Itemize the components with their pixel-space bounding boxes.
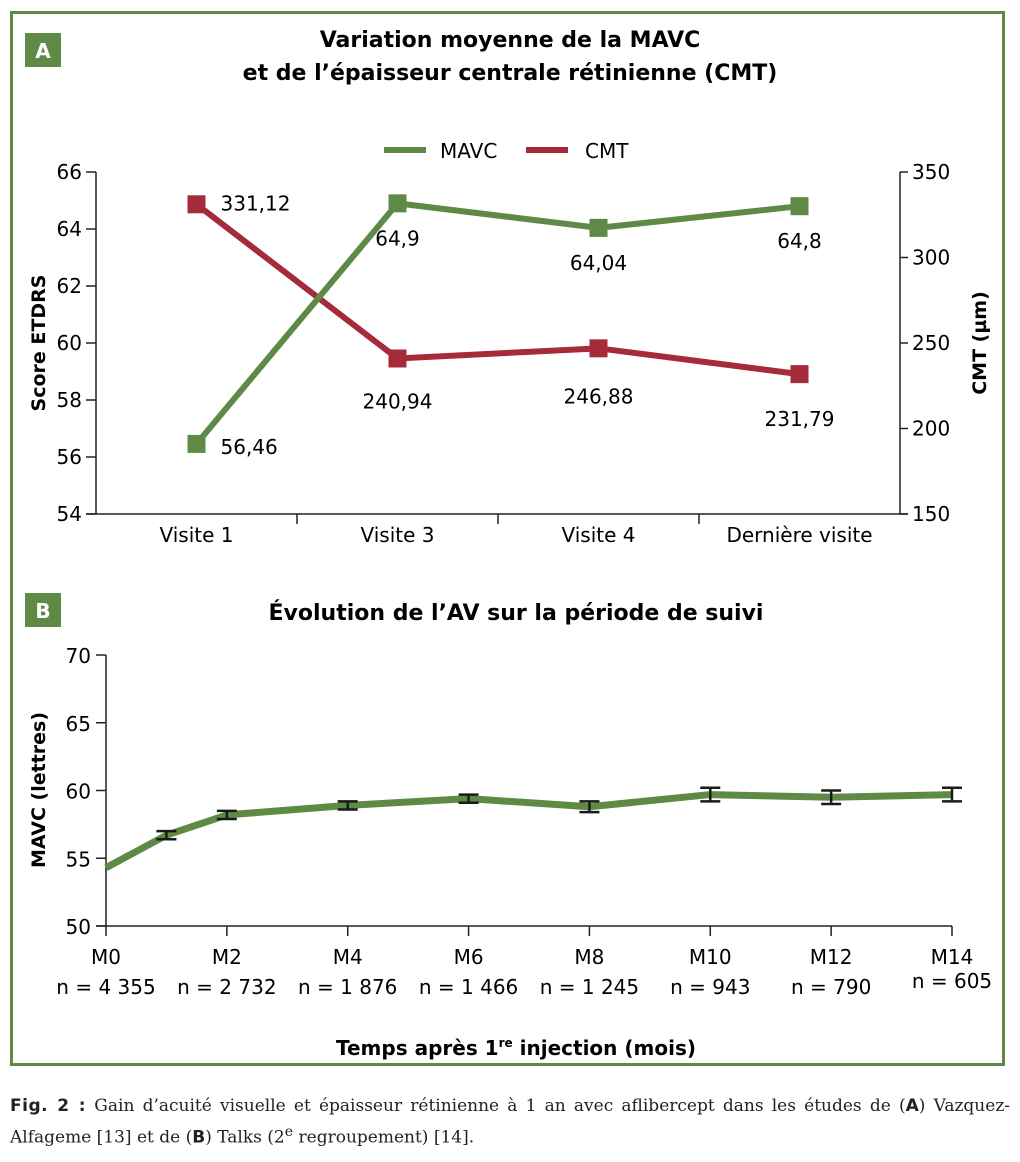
caption-a: A (905, 1096, 919, 1116)
x-tick-n-label: n = 2 732 (177, 975, 276, 999)
x-tick-n-label: n = 1 876 (298, 975, 397, 999)
x-tick-n-label: n = 1 245 (540, 975, 639, 999)
chart-a-y2-axis-title: CMT (µm) (969, 291, 991, 395)
mavc-point (790, 197, 809, 216)
chart-b-title: Évolution de l’AV sur la période de suiv… (269, 600, 764, 626)
mavc-point (187, 434, 206, 453)
x-tick-label: M2 (212, 945, 242, 969)
y-tick-label: 58 (57, 388, 82, 412)
x-tick-label: Dernière visite (726, 523, 872, 547)
x-tick-label: M14 (931, 945, 974, 969)
x-tick-n-label: n = 1 466 (419, 975, 518, 999)
mavc-data-label: 56,46 (221, 435, 278, 459)
caption-text-line1: Gain d’acuité visuelle et épaisseur réti… (86, 1096, 891, 1116)
chart-a-marks: 56,46 64,9 64,04 64,8 331,12 240,94 246,88 231,… (187, 191, 835, 459)
x-title-main: Temps après 1 (336, 1036, 499, 1060)
cmt-point (589, 339, 608, 358)
figure-caption: Fig. 2 : Gain d’acuité visuelle et épais… (10, 1093, 1010, 1151)
x-tick-n-label: n = 943 (670, 975, 750, 999)
x-tick-label: M6 (454, 945, 484, 969)
caption-b: B (192, 1127, 206, 1148)
figure-frame (10, 11, 1005, 1066)
chart-b-axes: 50 55 60 65 70 M0 n = 4 355 M2 n = 2 732 M4 n = 1 … (56, 644, 992, 999)
caption-text-end: regroupement) [14]. (293, 1127, 475, 1148)
y2-tick-label: 350 (912, 160, 950, 184)
chart-a-axes: 54 56 58 60 62 64 66 150 200 250 300 350 Visite 1 Vis… (57, 160, 951, 547)
x-tick-n-label: n = 605 (912, 969, 992, 993)
legend-mavc-label: MAVC (440, 139, 497, 163)
x-tick-label: M12 (810, 945, 853, 969)
cmt-data-label: 331,12 (221, 191, 291, 215)
chart-a-title-line2: et de l’épaisseur centrale rétinienne (C… (243, 61, 778, 86)
x-tick-label: M8 (574, 945, 604, 969)
chart-b-y-axis-title: MAVC (lettres) (28, 712, 50, 868)
caption-text-b: ) Talks (2 (205, 1127, 285, 1148)
cmt-data-label: 240,94 (363, 389, 433, 413)
chart-b-x-axis-title: Temps après 1re injection (mois) (336, 1036, 696, 1060)
x-tick-label: Visite 4 (561, 523, 635, 547)
cmt-data-label: 231,79 (765, 407, 835, 431)
panel-b-badge-label: B (35, 599, 50, 623)
chart-a-title-line1: Variation moyenne de la MAVC (320, 28, 701, 53)
y2-tick-label: 200 (912, 417, 950, 441)
panel-a: A Variation moyenne de la MAVC et de l’é… (25, 28, 991, 547)
panel-a-badge-label: A (35, 39, 51, 63)
x-tick-n-label: n = 790 (791, 975, 871, 999)
y-tick-label: 65 (66, 712, 91, 736)
chart-b-marks (104, 786, 962, 871)
x-tick-label: M4 (333, 945, 363, 969)
caption-sup: e (284, 1124, 294, 1140)
figure-svg: A Variation moyenne de la MAVC et de l’é… (25, 28, 992, 1060)
x-title-rest: injection (mois) (513, 1036, 696, 1060)
panel-b-badge (25, 593, 61, 627)
y-tick-label: 70 (66, 644, 91, 668)
y-tick-label: 54 (57, 502, 82, 526)
y-tick-label: 55 (66, 847, 91, 871)
y2-tick-label: 300 (912, 246, 950, 270)
mavc-line (104, 791, 953, 871)
y2-tick-label: 150 (912, 502, 950, 526)
mavc-data-label: 64,8 (777, 229, 822, 253)
x-tick-label: Visite 1 (159, 523, 233, 547)
cmt-data-label: 246,88 (564, 384, 634, 408)
panel-a-badge (25, 33, 61, 67)
mavc-point (589, 218, 608, 237)
chart-a-y-axis-title: Score ETDRS (28, 275, 50, 412)
y2-tick-label: 250 (912, 331, 950, 355)
y-tick-label: 60 (66, 780, 91, 804)
panel-b: B Évolution de l’AV sur la période de su… (25, 593, 992, 1060)
x-title-sup: re (499, 1036, 513, 1050)
caption-fig-label: Fig. 2 : (10, 1096, 87, 1116)
mavc-line (194, 200, 800, 446)
cmt-point (187, 195, 206, 214)
mavc-data-label: 64,9 (375, 226, 420, 250)
cmt-line (194, 201, 800, 378)
cmt-point (388, 349, 407, 368)
y-tick-label: 62 (57, 274, 82, 298)
legend-cmt-label: CMT (585, 139, 629, 163)
y-tick-label: 50 (66, 915, 91, 939)
y-tick-label: 56 (57, 445, 82, 469)
y-tick-label: 66 (57, 160, 82, 184)
mavc-point (388, 194, 407, 213)
y-tick-label: 60 (57, 331, 82, 355)
x-tick-label: Visite 3 (360, 523, 434, 547)
x-tick-label: M10 (689, 945, 732, 969)
mavc-data-label: 64,04 (570, 251, 627, 275)
cmt-point (790, 365, 809, 384)
caption-open-a: ( (898, 1096, 906, 1116)
y-tick-label: 64 (57, 217, 82, 241)
x-tick-label: M0 (91, 945, 121, 969)
caption-text-a: ) Vazquez-Alfageme [13] et de ( (10, 1096, 1011, 1148)
x-tick-n-label: n = 4 355 (56, 975, 155, 999)
